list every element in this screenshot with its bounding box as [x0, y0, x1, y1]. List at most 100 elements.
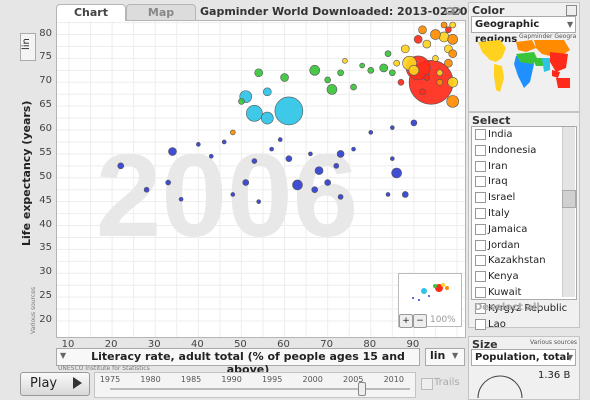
country-checkbox[interactable] — [475, 302, 486, 314]
country-bubble[interactable] — [445, 26, 452, 34]
country-bubble[interactable] — [447, 34, 458, 45]
country-bubble[interactable] — [436, 69, 444, 77]
scrollbar-thumb[interactable] — [562, 190, 576, 208]
country-bubble[interactable] — [432, 55, 439, 62]
country-checkbox[interactable] — [475, 239, 486, 251]
country-bubble[interactable] — [351, 146, 356, 152]
country-bubble[interactable] — [400, 44, 410, 54]
y-axis-title[interactable]: Life expectancy (years) — [20, 100, 33, 246]
color-select[interactable]: Geographic regions — [471, 16, 576, 45]
country-bubble[interactable] — [261, 111, 274, 125]
country-bubble[interactable] — [389, 69, 396, 77]
country-checkbox[interactable] — [475, 318, 486, 330]
country-checkbox[interactable] — [475, 271, 486, 283]
country-bubble[interactable] — [324, 179, 331, 186]
country-bubble[interactable] — [446, 95, 459, 108]
country-checkbox[interactable] — [475, 176, 486, 188]
country-bubble[interactable] — [256, 199, 261, 204]
country-bubble[interactable] — [263, 87, 272, 97]
country-bubble[interactable] — [384, 50, 392, 57]
country-bubble[interactable] — [251, 158, 258, 164]
country-bubble[interactable] — [168, 147, 177, 156]
country-checkbox[interactable] — [475, 208, 486, 219]
country-bubble[interactable] — [444, 58, 453, 68]
country-bubble[interactable] — [436, 78, 444, 86]
country-bubble[interactable] — [423, 74, 431, 81]
country-checkbox[interactable] — [475, 160, 486, 172]
country-checkbox[interactable] — [475, 129, 486, 140]
country-bubble[interactable] — [449, 21, 456, 29]
country-bubble[interactable] — [419, 88, 426, 96]
country-checkbox[interactable] — [475, 192, 486, 204]
country-bubble[interactable] — [368, 130, 374, 135]
country-bubble[interactable] — [143, 186, 150, 193]
zoom-in-button[interactable]: + — [399, 314, 413, 328]
list-item[interactable]: Iran — [474, 159, 566, 174]
country-bubble[interactable] — [413, 35, 423, 44]
country-bubble[interactable] — [277, 137, 283, 142]
country-bubble[interactable] — [269, 146, 274, 152]
list-item[interactable]: Italy — [474, 206, 566, 221]
country-bubble[interactable] — [422, 39, 432, 49]
country-bubble[interactable] — [391, 167, 402, 179]
country-bubble[interactable] — [447, 76, 458, 88]
country-bubble[interactable] — [393, 59, 400, 67]
country-bubble[interactable] — [448, 49, 457, 58]
country-bubble[interactable] — [309, 65, 321, 76]
country-bubble[interactable] — [324, 76, 331, 84]
country-bubble[interactable] — [230, 129, 236, 136]
country-bubble[interactable] — [408, 65, 420, 76]
minimap[interactable] — [398, 273, 462, 327]
country-bubble[interactable] — [230, 192, 236, 197]
country-bubble[interactable] — [326, 84, 338, 95]
list-item[interactable]: Israel — [474, 190, 566, 205]
list-item[interactable]: Iraq — [474, 174, 566, 189]
trails-checkbox[interactable] — [421, 378, 433, 390]
country-bubble[interactable] — [342, 58, 348, 64]
country-bubble[interactable] — [246, 105, 263, 122]
country-bubble[interactable] — [410, 119, 418, 127]
country-bubble[interactable] — [292, 179, 303, 191]
list-item[interactable]: Kazakhstan — [474, 253, 566, 268]
x-scale-select[interactable] — [425, 348, 465, 366]
country-bubble[interactable] — [254, 68, 263, 78]
list-item[interactable]: Kuwait — [474, 285, 566, 300]
zoom-out-button[interactable]: − — [413, 314, 427, 328]
country-bubble[interactable] — [117, 162, 125, 170]
country-bubble[interactable] — [221, 139, 227, 145]
country-bubble[interactable] — [430, 29, 441, 40]
country-bubble[interactable] — [337, 69, 344, 77]
list-item[interactable]: Jordan — [474, 238, 566, 253]
country-bubble[interactable] — [359, 62, 365, 69]
country-checkbox[interactable] — [475, 144, 486, 156]
country-checkbox[interactable] — [475, 223, 486, 235]
country-bubble[interactable] — [274, 96, 304, 126]
x-axis-selector[interactable] — [56, 348, 420, 366]
y-scale-select[interactable] — [20, 33, 36, 61]
link-icon[interactable] — [445, 5, 461, 17]
list-item[interactable]: Kenya — [474, 269, 566, 284]
country-bubble[interactable] — [390, 156, 395, 161]
country-bubble[interactable] — [385, 192, 391, 197]
country-bubble[interactable] — [418, 25, 427, 35]
timeline-handle[interactable] — [358, 382, 367, 396]
list-item[interactable]: Lao — [474, 317, 566, 332]
country-bubble[interactable] — [178, 196, 184, 202]
list-item[interactable]: Kyrgyz Republic — [474, 301, 567, 316]
country-bubble[interactable] — [336, 150, 345, 158]
country-bubble[interactable] — [308, 151, 313, 157]
list-item[interactable]: India — [474, 127, 566, 142]
country-bubble[interactable] — [208, 153, 214, 159]
country-bubble[interactable] — [238, 98, 245, 105]
list-item[interactable]: Indonesia — [474, 143, 566, 158]
size-select[interactable]: Population, total — [471, 349, 576, 366]
country-bubble[interactable] — [196, 142, 201, 147]
list-item[interactable]: Jamaica — [474, 222, 566, 237]
country-bubble[interactable] — [280, 73, 289, 82]
country-bubble[interactable] — [401, 191, 409, 198]
country-bubble[interactable] — [440, 21, 448, 29]
country-bubble[interactable] — [390, 125, 395, 130]
country-bubble[interactable] — [379, 63, 389, 73]
color-legend-map[interactable] — [472, 34, 576, 106]
tab-map[interactable]: Map — [126, 4, 196, 21]
